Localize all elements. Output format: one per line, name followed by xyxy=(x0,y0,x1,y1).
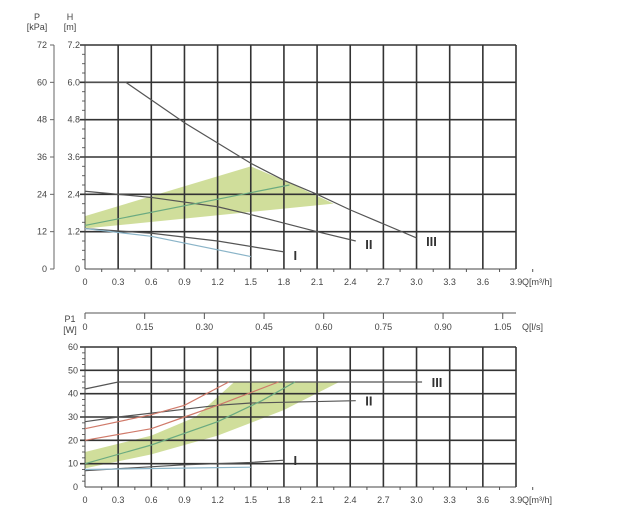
y-tick-label-P: 72 xyxy=(37,40,47,50)
x-axis-label: Q[m³/h] xyxy=(522,495,552,505)
x2-tick-label: 0 xyxy=(82,322,87,332)
x-tick-label: 2.7 xyxy=(377,277,390,287)
y-tick-label-H: 4.8 xyxy=(67,115,80,125)
y-tick-label-H: 6.0 xyxy=(67,77,80,87)
y-axis-label-P1-unit: [W] xyxy=(63,325,77,335)
curve-label-III: III xyxy=(426,234,437,249)
x-tick-label: 3.6 xyxy=(477,277,490,287)
series-line-green-mid xyxy=(84,381,296,465)
x2-tick-label: 0.45 xyxy=(255,322,273,332)
x2-tick-label: 1.05 xyxy=(494,322,512,332)
x2-axis-label: Q[l/s] xyxy=(522,322,543,332)
operating-band xyxy=(85,382,340,469)
operating-band xyxy=(85,166,334,229)
x-tick-label: 1.8 xyxy=(278,495,291,505)
x2-tick-label: 0.60 xyxy=(315,322,333,332)
x-tick-label: 3.3 xyxy=(443,495,456,505)
x-tick-label: 0.9 xyxy=(178,277,191,287)
x-tick-label: 2.4 xyxy=(344,495,357,505)
x2-tick-label: 0.75 xyxy=(375,322,393,332)
y-tick-label-P1: 60 xyxy=(68,342,78,352)
curve-label-I: I xyxy=(293,248,297,263)
x-tick-label: 2.1 xyxy=(311,495,324,505)
y-tick-label-H: 7.2 xyxy=(67,40,80,50)
curve-label-II: II xyxy=(365,394,372,409)
y-tick-label-P1: 0 xyxy=(73,482,78,492)
x-tick-label: 3.9 xyxy=(510,495,523,505)
x-tick-label: 1.2 xyxy=(211,277,224,287)
y-tick-label-P: 12 xyxy=(37,227,47,237)
y-tick-label-H: 0 xyxy=(75,264,80,274)
series-line-blue xyxy=(84,227,251,258)
x-tick-label: 1.8 xyxy=(278,277,291,287)
curve-label-II: II xyxy=(365,237,372,252)
curve-label-III: III xyxy=(432,375,443,390)
y-tick-label-P: 60 xyxy=(37,77,47,87)
x2-tick-label: 0.90 xyxy=(434,322,452,332)
x-tick-label: 0.3 xyxy=(112,495,125,505)
x-tick-label: 1.5 xyxy=(245,495,258,505)
y-tick-label-P: 36 xyxy=(37,152,47,162)
x-tick-label: 0.6 xyxy=(145,277,158,287)
series-line-green-mid xyxy=(84,184,290,227)
x-tick-label: 3.0 xyxy=(410,277,423,287)
y-tick-label-P: 0 xyxy=(42,264,47,274)
x-tick-label: 0.3 xyxy=(112,277,125,287)
y-tick-label-H: 2.4 xyxy=(67,189,80,199)
y-tick-label-H: 3.6 xyxy=(67,152,80,162)
x-axis-label: Q[m³/h] xyxy=(522,277,552,287)
y-axis-label-H: H xyxy=(67,12,74,22)
y-axis-label-P-unit: [kPa] xyxy=(27,22,48,32)
curve-label-I: I xyxy=(293,453,297,468)
x-tick-label: 1.5 xyxy=(245,277,258,287)
y-tick-label-H: 1.2 xyxy=(67,227,80,237)
series-line-blue xyxy=(84,466,251,471)
series-line-I xyxy=(84,227,285,253)
x-tick-label: 2.1 xyxy=(311,277,324,287)
x-tick-label: 3.9 xyxy=(510,277,523,287)
x-tick-label: 2.7 xyxy=(377,495,390,505)
x-tick-label: 1.2 xyxy=(211,495,224,505)
x2-tick-label: 0.30 xyxy=(196,322,214,332)
y-axis-label-H-unit: [m] xyxy=(64,22,77,32)
series-line-II xyxy=(84,190,356,242)
y-tick-label-P1: 40 xyxy=(68,389,78,399)
y-tick-label-P1: 50 xyxy=(68,365,78,375)
y-tick-label-P: 48 xyxy=(37,115,47,125)
series-line-III xyxy=(85,81,417,239)
y-axis-label-P1: P1 xyxy=(64,314,75,324)
x-tick-label: 3.0 xyxy=(410,495,423,505)
y-axis-label-P: P xyxy=(34,12,40,22)
series-line-red-1 xyxy=(84,381,229,430)
y-tick-label-P1: 20 xyxy=(68,435,78,445)
series-line-I xyxy=(84,459,284,472)
x-tick-label: 3.3 xyxy=(443,277,456,287)
x-tick-label: 2.4 xyxy=(344,277,357,287)
x-tick-label: 0 xyxy=(82,495,87,505)
x-tick-label: 0 xyxy=(82,277,87,287)
y-tick-label-P1: 30 xyxy=(68,412,78,422)
series-line-red-2 xyxy=(84,381,279,441)
x-tick-label: 3.6 xyxy=(477,495,490,505)
x2-tick-label: 0.15 xyxy=(136,322,154,332)
y-tick-label-P: 24 xyxy=(37,189,47,199)
x-tick-label: 0.6 xyxy=(145,495,158,505)
y-tick-label-P1: 10 xyxy=(68,459,78,469)
x-tick-label: 0.9 xyxy=(178,495,191,505)
series-line-III xyxy=(84,381,423,390)
